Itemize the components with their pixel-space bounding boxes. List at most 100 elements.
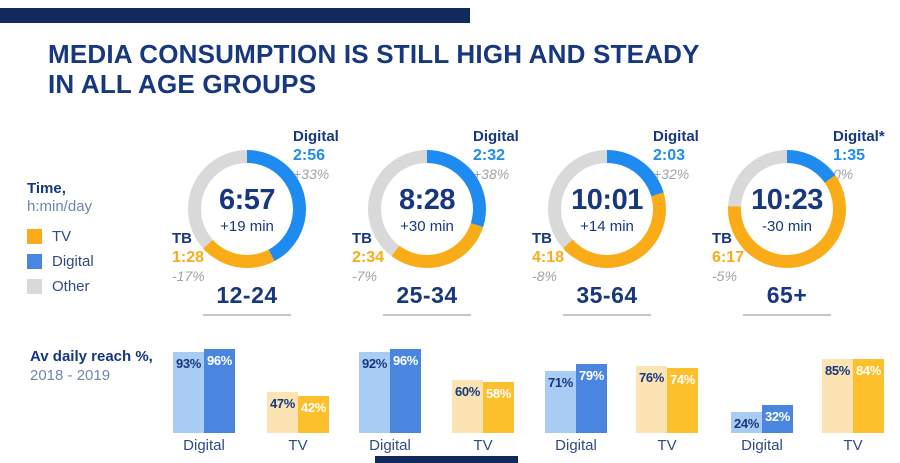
bar-tv-2018-35-64-value: 76%	[638, 370, 665, 385]
donut-center: 10:01 +14 min	[548, 150, 666, 268]
bar-tv-2018-65+: 85%	[822, 359, 853, 433]
total-time: 8:28	[398, 183, 456, 216]
bar-digital-2019-12-24: 96%	[204, 349, 235, 433]
bar-digital-2019-65+: 32%	[762, 405, 793, 433]
legend-label: Digital	[52, 253, 94, 270]
tv-label: TB	[352, 230, 372, 247]
tv-time: 6:17	[712, 249, 745, 267]
total-change: +14 min	[580, 217, 634, 235]
tv-change: -8%	[532, 267, 557, 284]
digital-time: 2:56	[293, 147, 326, 165]
tv-change: -7%	[352, 267, 377, 284]
tv-callout: TB 6:17 -5%	[712, 230, 744, 285]
bar-digital-2018-65+: 24%	[731, 412, 762, 433]
total-time: 6:57	[218, 183, 276, 216]
donut-center: 8:28 +30 min	[368, 150, 486, 268]
donut-hole	[201, 163, 293, 255]
donut-chart-group-35-64: Digital 2:03 +32% 10:01 +14 min TB 4:18 …	[517, 125, 699, 340]
legend-label: Other	[52, 278, 90, 295]
tv-change: -5%	[712, 267, 737, 284]
bar-tv-2019-35-64-value: 74%	[669, 372, 696, 387]
digital-label: Digital	[473, 128, 519, 145]
time-legend: Time, h:min/day TV Digital Other	[27, 180, 94, 303]
digital-change: +33%	[293, 165, 330, 182]
total-time: 10:23	[751, 183, 823, 216]
digital-time: 2:32	[473, 147, 506, 165]
legend-item-digital: Digital	[27, 253, 94, 270]
bar-digital-2018-35-64: 71%	[545, 371, 576, 433]
bar-digital-2018-12-24: 93%	[173, 352, 204, 433]
age-group-label: 65+	[766, 282, 808, 308]
digital-change: 0%	[833, 165, 854, 182]
bar-tv-2018-25-34: 60%	[452, 380, 483, 433]
age-underline	[203, 314, 291, 316]
bar-tv-2019-12-24-value: 42%	[300, 400, 327, 415]
donut-chart-group-12-24: Digital 2:56 +33% 6:57 +19 min TB 1:28 -…	[157, 125, 339, 340]
digital-callout: Digital 2:56 +33%	[293, 128, 339, 183]
age-group-label: 12-24	[216, 282, 278, 308]
bar-digital-2019-12-24-value: 96%	[206, 353, 233, 368]
bar-tv-2019-25-34: 58%	[483, 382, 514, 433]
legend-swatch	[27, 229, 42, 244]
age-underline	[383, 314, 471, 316]
reach-label: Av daily reach %, 2018 - 2019	[30, 348, 153, 384]
axis-label-tv-35-64: TV	[657, 437, 677, 454]
digital-label: Digital	[293, 128, 339, 145]
bar-tv-2019-25-34-value: 58%	[485, 386, 512, 401]
donut-ring: 8:28 +30 min	[368, 150, 486, 268]
axis-label-digital-12-24: Digital	[183, 437, 225, 454]
bar-digital-2018-12-24-value: 93%	[175, 356, 202, 371]
donut-ring: 10:01 +14 min	[548, 150, 666, 268]
total-change: +30 min	[400, 217, 454, 235]
tv-callout: TB 1:28 -17%	[172, 230, 205, 285]
donut-chart-group-25-34: Digital 2:32 +38% 8:28 +30 min TB 2:34 -…	[337, 125, 519, 340]
legend-items: TV Digital Other	[27, 228, 94, 295]
legend-swatch	[27, 254, 42, 269]
total-change: -30 min	[761, 217, 813, 235]
bar-digital-2018-65+-value: 24%	[733, 416, 760, 431]
axis-label-digital-35-64: Digital	[555, 437, 597, 454]
reach-label-line1: Av daily reach %,	[30, 348, 153, 365]
age-group-label: 25-34	[396, 282, 458, 308]
bar-tv-2018-65+-value: 85%	[824, 363, 851, 378]
reach-label-line2: 2018 - 2019	[30, 367, 111, 384]
donut-hole	[381, 163, 473, 255]
tv-label: TB	[172, 230, 192, 247]
donut-center: 10:23 -30 min	[728, 150, 846, 268]
axis-label-tv-25-34: TV	[473, 437, 493, 454]
donut-ring: 10:23 -30 min	[728, 150, 846, 268]
legend-item-other: Other	[27, 278, 94, 295]
tv-label: TB	[532, 230, 552, 247]
bar-digital-2018-25-34-value: 92%	[361, 356, 388, 371]
donut-ring: 6:57 +19 min	[188, 150, 306, 268]
age-group-label: 35-64	[576, 282, 638, 308]
digital-callout: Digital 2:03 +32%	[653, 128, 699, 183]
bar-digital-2019-35-64: 79%	[576, 364, 607, 433]
age-underline	[563, 314, 651, 316]
axis-label-tv-65+: TV	[843, 437, 863, 454]
bar-digital-2019-25-34: 96%	[390, 349, 421, 433]
tv-callout: TB 4:18 -8%	[532, 230, 564, 285]
page-title-line1: MEDIA CONSUMPTION IS STILL HIGH AND STEA…	[48, 39, 700, 69]
legend-swatch	[27, 279, 42, 294]
bar-digital-2018-35-64-value: 71%	[547, 375, 574, 390]
legend-label: TV	[52, 228, 72, 245]
axis-label-tv-12-24: TV	[288, 437, 308, 454]
tv-callout: TB 2:34 -7%	[352, 230, 384, 285]
bar-tv-2018-35-64: 76%	[636, 366, 667, 433]
bar-digital-2019-25-34-value: 96%	[392, 353, 419, 368]
bar-tv-2019-35-64: 74%	[667, 368, 698, 433]
bar-tv-2019-65+: 84%	[853, 359, 884, 433]
digital-label: Digital	[653, 128, 699, 145]
digital-change: +32%	[653, 165, 690, 182]
age-underline	[743, 314, 831, 316]
axis-label-digital-25-34: Digital	[369, 437, 411, 454]
digital-label: Digital*	[833, 128, 885, 145]
tv-time: 4:18	[532, 249, 565, 267]
page-title: MEDIA CONSUMPTION IS STILL HIGH AND STEA…	[48, 39, 700, 100]
tv-time: 1:28	[172, 249, 205, 267]
total-change: +19 min	[220, 217, 274, 235]
digital-time: 1:35	[833, 147, 866, 165]
legend-title: Time,	[27, 180, 66, 197]
